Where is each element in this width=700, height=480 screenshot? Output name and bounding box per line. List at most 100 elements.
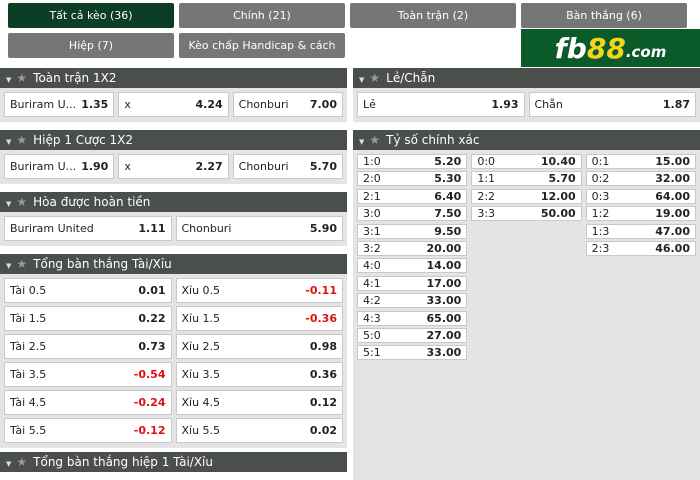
section-header[interactable]: ▼ ★ Hiệp 1 Cược 1X2 [0,130,347,150]
odds-label: Chonburi [238,160,289,173]
odds-cell[interactable]: Tài 3.5 -0.54 [4,362,172,387]
odds-cell[interactable]: Xỉu 5.5 0.02 [175,418,343,443]
odds-cell[interactable]: Buriram U... 1.35 [4,92,115,117]
odds-cell[interactable]: Tài 5.5 -0.12 [4,418,172,443]
odds-cell[interactable]: 1:0 5.20 [357,154,468,169]
odds-cell[interactable]: Xỉu 1.5 -0.36 [175,306,343,331]
collapse-arrow-icon[interactable]: ▼ [6,76,12,84]
odds-cell[interactable]: 2:2 12.00 [471,188,582,204]
odds-cell[interactable]: Chonburi 5.70 [232,154,343,179]
odds-cell[interactable]: 3:0 7.50 [357,206,468,222]
odds-cell[interactable]: Xỉu 2.5 0.98 [175,334,343,359]
odds-cell[interactable]: Tài 0.5 0.01 [4,278,172,303]
odds-value: 14.00 [426,259,462,273]
collapse-arrow-icon[interactable]: ▼ [6,262,12,270]
odds-label: Xỉu 5.5 [181,424,221,437]
odds-cell[interactable]: 5:0 27.00 [357,327,468,343]
section-draw-no-bet: ▼ ★ Hòa được hoàn tiền Buriram United 1.11 Ch… [0,192,347,246]
odds-label: 0:2 [591,172,610,186]
odds-cell[interactable]: Xỉu 0.5 -0.11 [175,278,343,303]
collapse-arrow-icon[interactable]: ▼ [6,138,12,146]
odds-cell[interactable]: Lẻ 1.93 [357,92,525,117]
odds-cell[interactable]: Xỉu 4.5 0.12 [175,390,343,415]
star-icon[interactable]: ★ [16,71,28,85]
star-icon[interactable]: ★ [16,133,28,147]
odds-cell[interactable]: 2:3 46.00 [585,240,696,256]
odds-cell[interactable]: 3:2 20.00 [357,240,468,256]
tab-3[interactable]: Bàn thắng (6) [521,3,687,28]
star-icon[interactable]: ★ [16,195,28,209]
collapse-arrow-icon[interactable]: ▼ [6,460,12,468]
odds-value: 1.35 [81,98,109,111]
odds-cell[interactable]: 4:2 33.00 [357,293,468,309]
section-title: Hòa được hoàn tiền [33,195,151,209]
odds-cell[interactable]: 1:2 19.00 [585,206,696,222]
tab-2[interactable]: Toàn trận (2) [350,3,516,28]
odds-label: 2:3 [591,241,610,255]
section-title: Lẻ/Chẵn [386,71,436,85]
odds-value: 9.50 [434,224,462,238]
odds-cell[interactable]: 0:0 10.40 [471,154,582,169]
odds-cell[interactable]: 2:0 5.30 [357,171,468,187]
tab-1[interactable]: Chính (21) [179,3,345,28]
odds-cell[interactable]: 0:2 32.00 [585,171,696,187]
star-icon[interactable]: ★ [16,455,28,469]
star-icon[interactable]: ★ [369,133,381,147]
section-over-under: ▼ ★ Tổng bàn thắng Tài/Xỉu Tài 0.5 0.01 Xỉu 0… [0,254,347,448]
odds-cell[interactable]: Xỉu 3.5 0.36 [175,362,343,387]
odds-label: Buriram U... [10,98,77,111]
odds-cell[interactable]: Chonburi 5.90 [175,216,343,241]
collapse-arrow-icon[interactable]: ▼ [359,138,365,146]
odds-cell[interactable]: Tài 2.5 0.73 [4,334,172,359]
odds-cell[interactable]: Chẵn 1.87 [528,92,696,117]
odds-cell[interactable]: 4:0 14.00 [357,258,468,274]
odds-cell[interactable]: Tài 1.5 0.22 [4,306,172,331]
odds-value: 0.36 [309,368,337,381]
tab-5[interactable]: Kèo chấp Handicap & cách biệt (1) [179,33,345,77]
odds-label: Xỉu 4.5 [181,396,221,409]
odds-cell[interactable]: 1:3 47.00 [585,223,696,239]
odds-cell[interactable]: 4:1 17.00 [357,275,468,291]
odds-cell[interactable]: 3:3 50.00 [471,206,582,222]
odds-cell[interactable]: Tài 4.5 -0.24 [4,390,172,415]
odds-cell[interactable]: 0:3 64.00 [585,188,696,204]
odds-cell[interactable]: 1:1 5.70 [471,171,582,187]
star-icon[interactable]: ★ [16,257,28,271]
tab-0[interactable]: Tất cả kèo (36) [8,3,174,28]
section-header[interactable]: ▼ ★ Lẻ/Chẵn [353,68,700,88]
section-header[interactable]: ▼ ★ Toàn trận 1X2 [0,68,347,88]
tab-4[interactable]: Hiệp (7) [8,33,174,58]
odds-label: Xỉu 0.5 [181,284,221,297]
odds-cell[interactable]: Buriram United 1.11 [4,216,172,241]
collapse-arrow-icon[interactable]: ▼ [359,76,365,84]
odds-label: Chonburi [181,222,232,235]
odds-label: Xỉu 2.5 [181,340,221,353]
odds-cell[interactable]: 2:1 6.40 [357,188,468,204]
star-icon[interactable]: ★ [369,71,381,85]
section-half1-1x2: ▼ ★ Hiệp 1 Cược 1X2 Buriram U... 1.90 x 2.27 Ch… [0,130,347,184]
odds-label: Xỉu 1.5 [181,312,221,325]
section-header[interactable]: ▼ ★ Hòa được hoàn tiền [0,192,347,212]
collapse-arrow-icon[interactable]: ▼ [6,200,12,208]
odds-value: 32.00 [655,172,690,186]
odds-label: Tài 0.5 [10,284,47,297]
section-header[interactable]: ▼ ★ Tỷ số chính xác [353,130,700,150]
odds-cell[interactable]: Chonburi 7.00 [232,92,343,117]
odds-label: Buriram U... [10,160,77,173]
odds-value: 33.00 [426,346,462,360]
odds-value: 20.00 [426,241,462,255]
odds-cell[interactable]: 0:1 15.00 [585,154,696,169]
odds-cell[interactable]: x 4.24 [118,92,229,117]
odds-label: 1:1 [477,172,496,186]
odds-cell[interactable]: 3:1 9.50 [357,223,468,239]
fb88-logo: fb 88 .com [521,29,700,67]
odds-cell[interactable]: 5:1 33.00 [357,345,468,361]
odds-cell[interactable]: 4:3 65.00 [357,310,468,326]
odds-cell[interactable]: Buriram U... 1.90 [4,154,115,179]
odds-value: 7.50 [434,207,462,221]
odds-label: Tài 4.5 [10,396,47,409]
section-header[interactable]: ▼ ★ Tổng bàn thắng Tài/Xỉu [0,254,347,274]
odds-cell[interactable]: x 2.27 [118,154,229,179]
odds-value: 65.00 [426,311,462,325]
section-header[interactable]: ▼ ★ Tổng bàn thắng hiệp 1 Tài/Xỉu [0,452,347,472]
